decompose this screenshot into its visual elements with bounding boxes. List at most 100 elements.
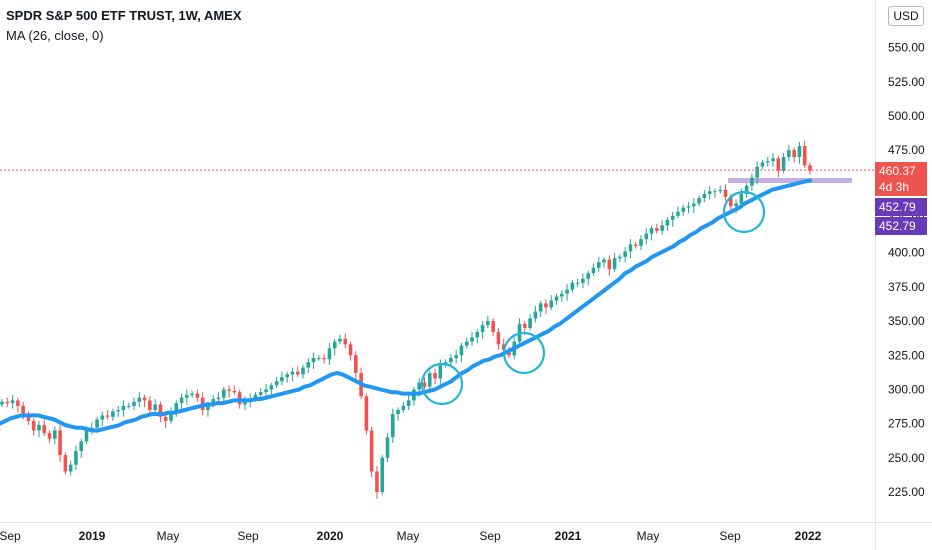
candle-body [211, 399, 216, 405]
candle-body [781, 157, 786, 171]
candle-body [264, 389, 268, 393]
candle-body [84, 430, 89, 442]
moving-average [0, 178, 812, 433]
annotation-circles [420, 190, 766, 406]
candle-body [422, 382, 427, 387]
candle-body [195, 393, 200, 398]
candle-body [185, 394, 189, 398]
annotation-circle [420, 362, 464, 406]
candle-body [449, 358, 453, 363]
candle-body [491, 321, 495, 333]
candle-body [26, 416, 31, 421]
candle-body [538, 303, 543, 312]
candle-body [53, 430, 57, 439]
candle-body [633, 244, 638, 246]
x-tick-label: 2022 [795, 529, 822, 543]
candle-body [148, 400, 152, 410]
candle-body [369, 430, 374, 472]
candle-body [501, 344, 506, 350]
candle-body [528, 318, 532, 328]
x-tick-label: May [157, 529, 180, 543]
candle-body [111, 411, 115, 417]
candle-body [153, 404, 157, 410]
candle-body [79, 441, 84, 451]
candle-body [327, 348, 332, 360]
candle-body [396, 409, 400, 415]
candle-body [206, 404, 210, 410]
candle-body [734, 203, 738, 207]
candle-body [681, 207, 686, 212]
candle-body [343, 338, 348, 345]
candle-body [258, 392, 263, 395]
candle-body [322, 358, 326, 360]
indicator-label: MA (26, close, 0) [6, 28, 104, 43]
ma-value-badge: 452.79 [875, 198, 927, 216]
x-tick-label: 2021 [555, 529, 582, 543]
currency-button[interactable]: USD [888, 6, 924, 26]
candle-body [285, 374, 289, 378]
y-tick-label: 550.00 [888, 41, 925, 55]
candle-body [311, 358, 316, 363]
y-tick-label: 375.00 [888, 280, 925, 294]
y-tick-label: 475.00 [888, 143, 925, 157]
candle-body [95, 419, 99, 428]
candle-body [243, 400, 247, 405]
y-tick-label: 300.00 [888, 382, 925, 396]
support-zone-rect [728, 178, 852, 183]
candle-body [686, 206, 691, 208]
candle-body [655, 228, 659, 231]
candle-body [533, 311, 538, 319]
candle-body [649, 228, 654, 234]
candle-body [317, 358, 321, 360]
candle-body [570, 282, 575, 290]
candle-body [713, 191, 717, 193]
candle-body [21, 405, 25, 417]
last-price-badge: 460.37 [875, 162, 927, 180]
candle-body [454, 355, 458, 359]
candle-body [697, 198, 701, 204]
candle-body [723, 189, 728, 197]
candle-body [475, 332, 480, 338]
candle-body [406, 400, 411, 406]
candle-body [702, 193, 707, 199]
candle-body [100, 415, 105, 420]
candle-body [232, 390, 237, 393]
candle-body [301, 367, 305, 375]
candle-body [591, 267, 596, 274]
candle-body [523, 323, 527, 328]
candle-body [618, 256, 622, 259]
candle-body [295, 371, 300, 375]
y-tick-label: 225.00 [888, 485, 925, 499]
x-tick-label: Sep [237, 529, 259, 543]
candle-body [565, 289, 569, 294]
candle-body [269, 385, 274, 390]
candle-body [644, 233, 649, 240]
y-tick-label: 350.00 [888, 314, 925, 328]
candle-body [776, 158, 781, 171]
candle-body [237, 392, 242, 405]
x-tick-label: Sep [0, 529, 21, 543]
y-tick-label: 250.00 [888, 451, 925, 465]
candle-body [332, 341, 337, 349]
candle-body [16, 400, 20, 406]
candle-body [744, 185, 749, 194]
candle-body [496, 332, 501, 345]
candle-body [802, 146, 807, 166]
candle-body [665, 219, 670, 226]
candle-body [68, 464, 73, 472]
candle-body [486, 321, 490, 326]
candle-body [137, 397, 142, 402]
candle-body [47, 433, 52, 439]
candle-body [612, 258, 617, 270]
candle-body [190, 393, 194, 395]
candle-body [31, 420, 36, 431]
candle-body [554, 296, 559, 301]
x-tick-label: May [397, 529, 420, 543]
candlesticks [0, 140, 812, 499]
candle-body [348, 344, 353, 356]
candle-body [739, 193, 744, 204]
candle-body [354, 355, 358, 374]
candle-body [222, 389, 226, 398]
candle-body [63, 455, 68, 472]
